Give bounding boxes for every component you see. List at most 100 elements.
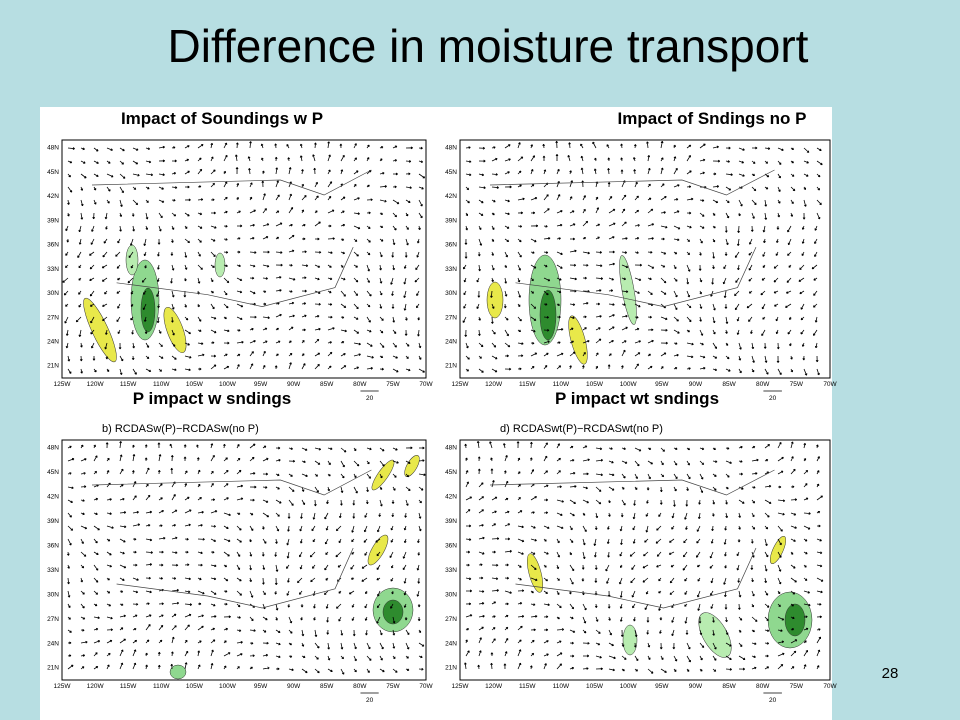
- wind-vectors: [462, 140, 823, 376]
- latitude-label: 27N: [445, 616, 457, 623]
- latitude-label: 39N: [445, 217, 457, 224]
- longitude-label: 120W: [87, 381, 105, 388]
- latitude-label: 36N: [47, 242, 59, 249]
- slide-title: Difference in moisture transport: [168, 20, 809, 72]
- latitude-label: 48N: [47, 445, 59, 452]
- longitude-label: 90W: [287, 683, 301, 690]
- wind-vectors: [464, 440, 824, 674]
- latitude-label: 33N: [47, 567, 59, 574]
- reference-label: 20: [769, 395, 777, 402]
- map-title: d) RCDASwt(P)−RCDASwt(no P): [500, 423, 663, 435]
- longitude-label: 110W: [553, 683, 570, 690]
- longitude-label: 95W: [254, 683, 268, 690]
- longitude-label: 105W: [586, 683, 604, 690]
- longitude-label: 90W: [689, 381, 703, 388]
- contour-shading: [486, 281, 504, 319]
- longitude-label: 125W: [452, 381, 470, 388]
- latitude-label: 21N: [47, 363, 59, 370]
- longitude-label: 80W: [353, 683, 367, 690]
- contour-shading: [125, 244, 139, 276]
- longitude-label: 100W: [620, 381, 638, 388]
- map-panel: 48N 45N 42N 39N 36N 33N 30N 27N 24N 21N 125W 120W 11…: [445, 109, 837, 402]
- latitude-label: 42N: [47, 193, 59, 200]
- slide-number: 28: [882, 665, 899, 682]
- contour-shading: [367, 534, 389, 566]
- longitude-label: 110W: [153, 381, 170, 388]
- longitude-label: 75W: [790, 683, 804, 690]
- contour-shading: [539, 289, 557, 341]
- longitude-label: 125W: [54, 381, 72, 388]
- longitude-label: 100W: [219, 683, 237, 690]
- longitude-label: 90W: [689, 683, 703, 690]
- contour-shading: [169, 664, 187, 680]
- longitude-label: 95W: [254, 381, 268, 388]
- longitude-label: 125W: [54, 683, 72, 690]
- longitude-label: 120W: [485, 683, 503, 690]
- longitude-label: 115W: [519, 381, 536, 388]
- longitude-label: 95W: [655, 381, 669, 388]
- latitude-label: 33N: [47, 266, 59, 273]
- reference-label: 20: [366, 697, 374, 704]
- latitude-label: 33N: [445, 266, 457, 273]
- latitude-label: 21N: [47, 665, 59, 672]
- longitude-label: 75W: [790, 381, 804, 388]
- wind-vectors: [62, 141, 426, 375]
- contour-shading: [163, 307, 187, 353]
- contour-shading: [526, 553, 544, 593]
- longitude-label: 85W: [722, 683, 736, 690]
- longitude-label: 125W: [452, 683, 470, 690]
- latitude-label: 39N: [47, 518, 59, 525]
- latitude-label: 39N: [445, 518, 457, 525]
- latitude-label: 24N: [445, 640, 457, 647]
- latitude-label: 48N: [445, 445, 457, 452]
- longitude-label: 95W: [655, 683, 669, 690]
- latitude-label: 48N: [445, 145, 457, 152]
- map-outline: [489, 469, 775, 609]
- latitude-label: 45N: [47, 469, 59, 476]
- map-frame: [459, 439, 831, 681]
- panel-label: P impact w sndings: [133, 389, 291, 408]
- map-frame: [61, 139, 427, 379]
- longitude-label: 100W: [219, 381, 237, 388]
- latitude-label: 21N: [445, 363, 457, 370]
- latitude-label: 33N: [445, 567, 457, 574]
- longitude-label: 70W: [823, 381, 837, 388]
- longitude-label: 80W: [353, 381, 367, 388]
- latitude-label: 45N: [445, 169, 457, 176]
- map-outline: [91, 469, 372, 609]
- latitude-label: 21N: [445, 665, 457, 672]
- longitude-label: 70W: [823, 683, 837, 690]
- contour-shading: [404, 455, 420, 477]
- latitude-label: 30N: [47, 591, 59, 598]
- longitude-label: 120W: [87, 683, 105, 690]
- map-outline: [489, 169, 775, 307]
- contour-shading: [371, 459, 395, 491]
- map-outline: [91, 169, 372, 307]
- latitude-label: 27N: [47, 314, 59, 321]
- map-frame: [61, 439, 427, 681]
- latitude-label: 42N: [445, 494, 457, 501]
- longitude-label: 105W: [186, 683, 204, 690]
- longitude-label: 110W: [153, 683, 170, 690]
- contour-shading: [784, 603, 806, 637]
- longitude-label: 85W: [722, 381, 736, 388]
- contour-shading: [622, 624, 638, 656]
- longitude-label: 115W: [519, 683, 536, 690]
- longitude-label: 80W: [756, 381, 770, 388]
- latitude-label: 36N: [445, 542, 457, 549]
- latitude-label: 39N: [47, 217, 59, 224]
- map-panel: 48N 45N 42N 39N 36N 33N 30N 27N 24N 21N 125W 120W 11…: [445, 389, 837, 704]
- longitude-label: 70W: [419, 683, 433, 690]
- latitude-label: 48N: [47, 145, 59, 152]
- longitude-label: 70W: [419, 381, 433, 388]
- wind-vectors: [66, 441, 426, 675]
- latitude-label: 30N: [47, 290, 59, 297]
- latitude-label: 24N: [445, 338, 457, 345]
- latitude-label: 36N: [47, 542, 59, 549]
- map-panel: 48N 45N 42N 39N 36N 33N 30N 27N 24N 21N 125W 120W 11…: [47, 389, 433, 704]
- longitude-label: 75W: [386, 683, 400, 690]
- latitude-label: 24N: [47, 640, 59, 647]
- longitude-label: 75W: [386, 381, 400, 388]
- latitude-label: 36N: [445, 242, 457, 249]
